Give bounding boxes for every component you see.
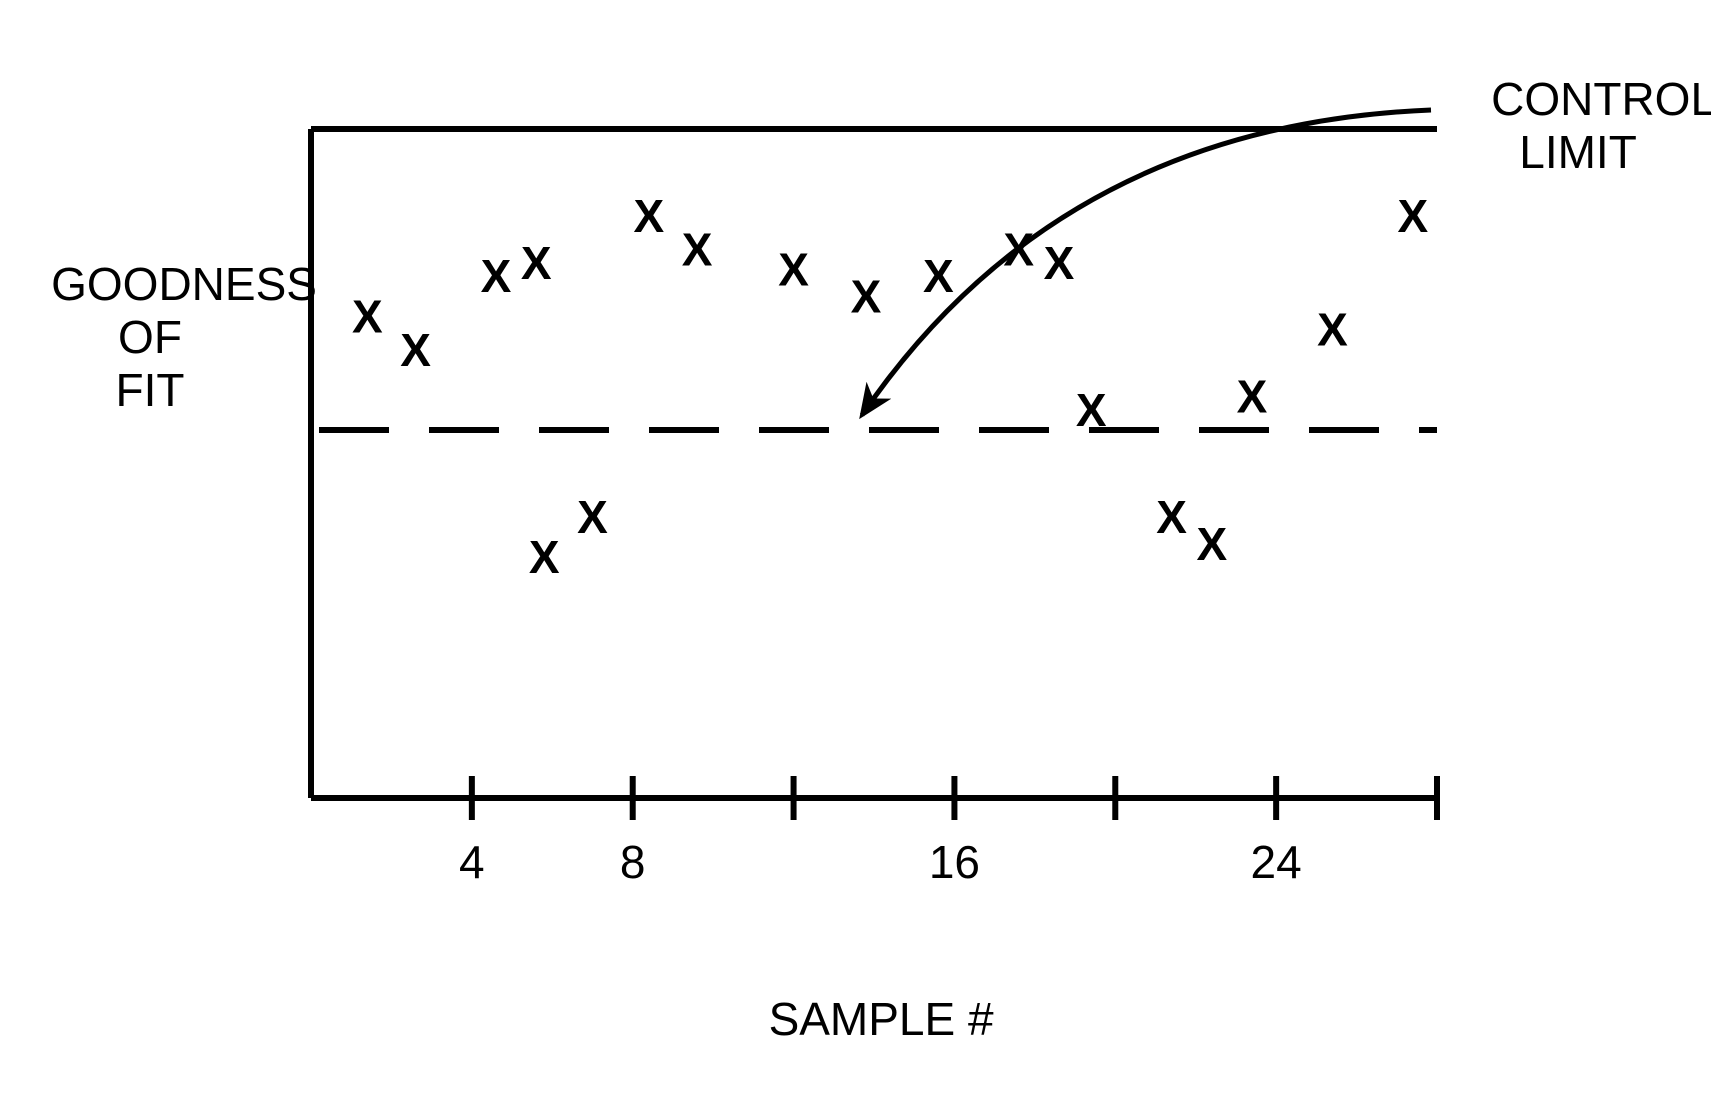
x-tick-label: 16 [929,836,980,888]
data-point: X [400,324,431,376]
data-point: X [521,237,552,289]
data-point: X [1317,304,1348,356]
tick-labels-group: 4 8 16 24 [459,836,1302,888]
chart-stage: GOODNESS OF FIT CONTROL LIMIT SAMPLE # X… [0,0,1711,1018]
data-point: X [851,270,882,322]
data-point: X [778,243,809,295]
data-point: X [1237,371,1268,423]
x-tick-label: 4 [459,836,485,888]
data-point: X [1196,518,1227,570]
x-tick-label: 8 [620,836,646,888]
data-point: X [1044,237,1075,289]
data-point: X [577,491,608,543]
plot-svg: XXXXXXXXXXXXXXXXXXX 4 8 16 24 [0,0,1711,1018]
data-point: X [923,250,954,302]
data-point: X [633,190,664,242]
points-group: XXXXXXXXXXXXXXXXXXX [352,190,1429,583]
data-point: X [352,290,383,342]
data-point: X [682,223,713,275]
data-point: X [481,250,512,302]
data-point: X [529,531,560,583]
data-point: X [1398,190,1429,242]
data-point: X [1076,384,1107,436]
x-tick-label: 24 [1251,836,1302,888]
data-point: X [1156,491,1187,543]
axes-group [311,129,1437,798]
